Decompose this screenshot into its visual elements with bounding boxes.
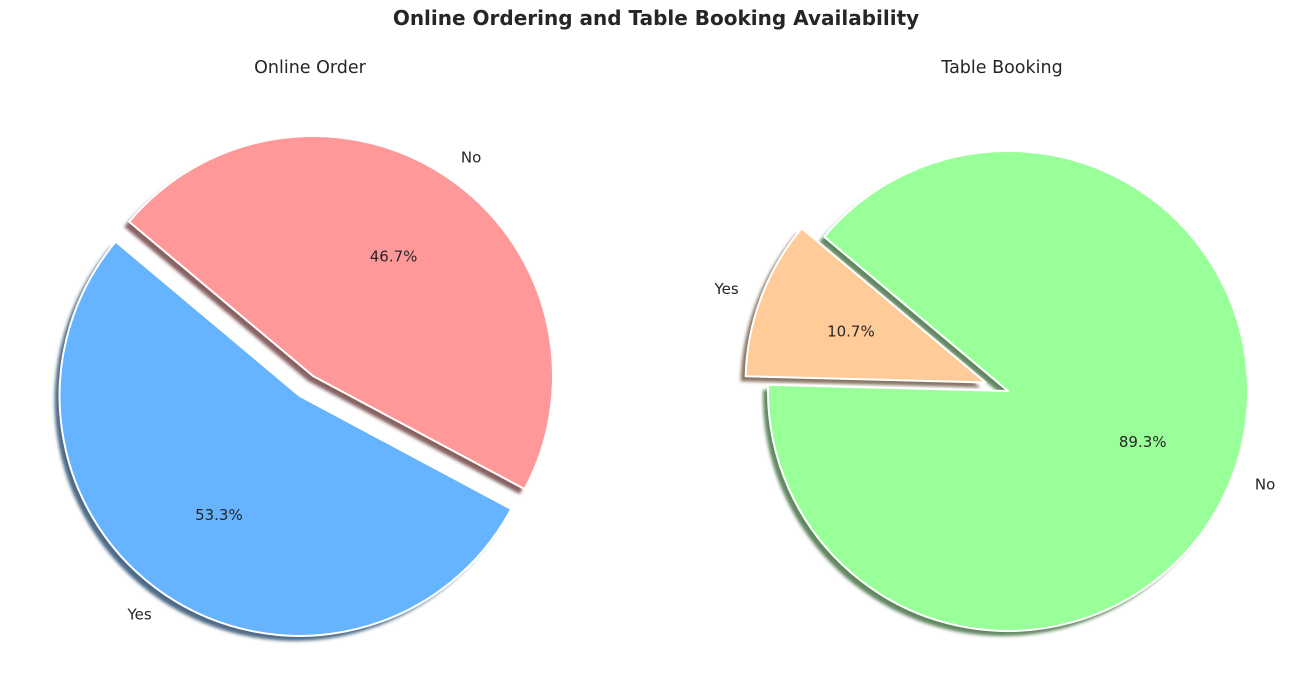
slice-percent-label: 53.3%: [195, 506, 243, 524]
slice-label: Yes: [126, 606, 151, 624]
pie-slice-no: [767, 150, 1249, 632]
slice-percent-label: 89.3%: [1119, 433, 1167, 451]
pie-title-table-booking: Table Booking: [940, 58, 1062, 78]
slice-label: No: [1255, 476, 1275, 494]
pie-table-booking: Yes 10.7% No 89.3%: [713, 150, 1275, 636]
slice-label: Yes: [713, 280, 738, 298]
slice-label: No: [461, 148, 481, 166]
pie-title-online-order: Online Order: [254, 58, 367, 78]
figure-title: Online Ordering and Table Booking Availa…: [392, 6, 920, 30]
pie-slice-yes: [58, 240, 513, 637]
pie-online-order: Yes 53.3% No 46.7%: [54, 135, 554, 641]
pie-slice-no: [128, 135, 554, 491]
pie-slice-yes: [744, 227, 987, 384]
slice-percent-label: 10.7%: [827, 323, 875, 341]
slice-percent-label: 46.7%: [370, 248, 418, 266]
